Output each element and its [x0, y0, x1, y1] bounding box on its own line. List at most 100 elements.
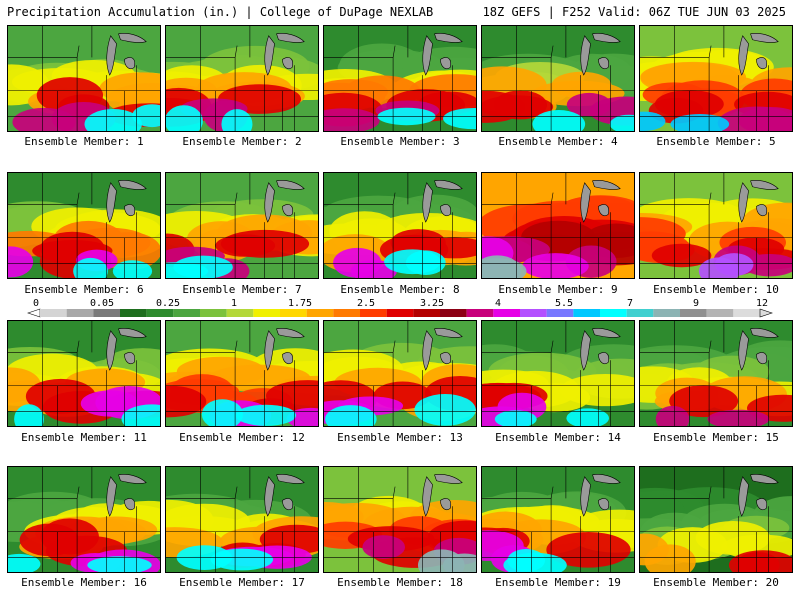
colorbar-swatch	[573, 309, 600, 317]
ensemble-member-label: Ensemble Member: 6	[24, 283, 144, 296]
colorbar-swatch	[360, 309, 387, 317]
colorbar-label: 4	[495, 298, 501, 309]
colorbar-swatch	[653, 309, 680, 317]
colorbar-label: 0.25	[156, 298, 180, 309]
colorbar-swatch	[706, 309, 734, 317]
precip-field-map	[640, 173, 792, 278]
colorbar-swatch	[66, 309, 94, 317]
colorbar-label: 1.75	[288, 298, 312, 309]
colorbar-swatch	[173, 309, 200, 317]
colorbar-label: 7	[627, 298, 633, 309]
ensemble-member-label: Ensemble Member: 10	[653, 283, 779, 296]
colorbar-label: 2.5	[357, 298, 375, 309]
precip-field-map	[324, 173, 476, 278]
ensemble-member-label: Ensemble Member: 8	[340, 283, 460, 296]
precip-field-map	[640, 26, 792, 131]
colorbar-swatch	[40, 309, 67, 317]
valid-time: 18Z GEFS | F252 Valid: 06Z TUE JUN 03 20…	[482, 5, 786, 19]
colorbar-swatch	[226, 309, 254, 317]
ensemble-member-label: Ensemble Member: 4	[498, 135, 618, 148]
precip-field-map	[324, 467, 476, 572]
precip-field-map	[482, 321, 634, 426]
precip-field-map	[482, 26, 634, 131]
ensemble-map-panel	[481, 25, 635, 132]
ensemble-member-label: Ensemble Member: 5	[656, 135, 776, 148]
ensemble-map-panel	[323, 25, 477, 132]
precip-field-map	[482, 467, 634, 572]
precip-field-map	[166, 173, 318, 278]
colorbar-swatch	[440, 309, 467, 317]
precip-field-map	[324, 321, 476, 426]
ensemble-map-panel	[639, 320, 793, 427]
ensemble-map-panel	[323, 172, 477, 279]
colorbar-swatch	[600, 309, 627, 317]
colorbar-min-arrow	[27, 308, 41, 318]
colorbar-swatch	[333, 309, 360, 317]
ensemble-map-panel	[165, 466, 319, 573]
ensemble-member-label: Ensemble Member: 9	[498, 283, 618, 296]
precip-field-map	[324, 26, 476, 131]
ensemble-map-panel	[165, 172, 319, 279]
colorbar-label: 12	[756, 298, 768, 309]
colorbar-swatch	[413, 309, 440, 317]
colorbar-swatch	[520, 309, 547, 317]
ensemble-member-label: Ensemble Member: 18	[337, 576, 463, 589]
ensemble-map-panel	[481, 320, 635, 427]
colorbar-label: 5.5	[555, 298, 573, 309]
ensemble-map-panel	[481, 172, 635, 279]
ensemble-member-label: Ensemble Member: 11	[21, 431, 147, 444]
colorbar-swatch	[493, 309, 520, 317]
colorbar-label: 9	[693, 298, 699, 309]
precip-field-map	[640, 321, 792, 426]
colorbar-label: 0.05	[90, 298, 114, 309]
colorbar-swatch	[733, 309, 760, 317]
ensemble-member-label: Ensemble Member: 3	[340, 135, 460, 148]
colorbar-swatch	[253, 309, 280, 317]
colorbar-swatch	[466, 309, 494, 317]
ensemble-member-label: Ensemble Member: 13	[337, 431, 463, 444]
ensemble-map-panel	[165, 25, 319, 132]
ensemble-map-panel	[7, 320, 161, 427]
ensemble-member-label: Ensemble Member: 20	[653, 576, 779, 589]
precip-field-map	[8, 26, 160, 131]
colorbar-label: 0	[33, 298, 39, 309]
ensemble-member-label: Ensemble Member: 12	[179, 431, 305, 444]
colorbar-swatch	[306, 309, 334, 317]
ensemble-member-label: Ensemble Member: 19	[495, 576, 621, 589]
ensemble-map-panel	[481, 466, 635, 573]
ensemble-member-label: Ensemble Member: 17	[179, 576, 305, 589]
colorbar-swatch	[680, 309, 707, 317]
ensemble-member-label: Ensemble Member: 16	[21, 576, 147, 589]
colorbar-swatch	[386, 309, 414, 317]
ensemble-map-panel	[7, 466, 161, 573]
colorbar-swatch	[626, 309, 654, 317]
ensemble-map-panel	[639, 25, 793, 132]
colorbar-swatch	[93, 309, 120, 317]
ensemble-map-panel	[7, 172, 161, 279]
colorbar-label: 1	[231, 298, 237, 309]
colorbar-max-arrow	[759, 308, 773, 318]
colorbar-swatch	[146, 309, 174, 317]
ensemble-member-label: Ensemble Member: 2	[182, 135, 302, 148]
ensemble-map-panel	[639, 172, 793, 279]
colorbar-swatch	[546, 309, 574, 317]
ensemble-map-panel	[323, 466, 477, 573]
precip-field-map	[482, 173, 634, 278]
ensemble-map-panel	[165, 320, 319, 427]
precip-field-map	[166, 321, 318, 426]
ensemble-member-label: Ensemble Member: 7	[182, 283, 302, 296]
ensemble-map-panel	[7, 25, 161, 132]
ensemble-member-label: Ensemble Member: 1	[24, 135, 144, 148]
precip-field-map	[166, 26, 318, 131]
color-scale-bar: 0 0.05 0.25 1 1.75 2.5 3.25 4 5.5 7 9 12	[27, 298, 773, 318]
colorbar-label: 3.25	[420, 298, 444, 309]
ensemble-map-panel	[639, 466, 793, 573]
precip-field-map	[8, 321, 160, 426]
ensemble-member-label: Ensemble Member: 15	[653, 431, 779, 444]
colorbar-swatch	[280, 309, 307, 317]
precip-field-map	[8, 173, 160, 278]
precip-field-map	[166, 467, 318, 572]
ensemble-member-label: Ensemble Member: 14	[495, 431, 621, 444]
ensemble-map-panel	[323, 320, 477, 427]
colorbar-swatch	[200, 309, 227, 317]
